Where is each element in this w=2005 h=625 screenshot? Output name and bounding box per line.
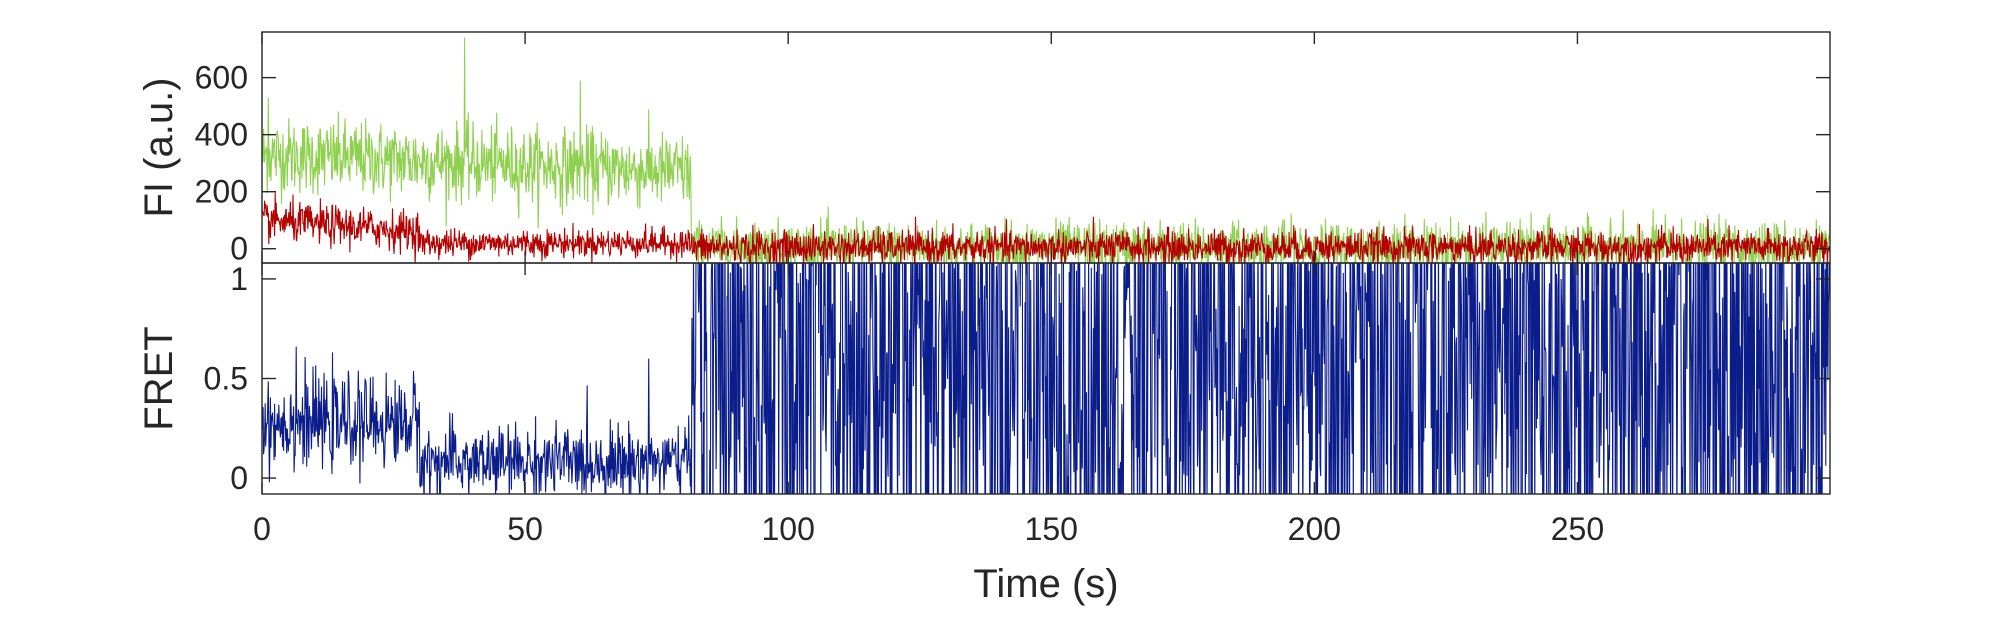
intensity-y-axis-label: FI (a.u.) (137, 77, 181, 217)
fret-x-tick-label: 200 (1288, 511, 1341, 547)
fret-y-tick-label: 1 (230, 261, 248, 297)
x-axis-label: Time (s) (973, 562, 1118, 606)
fret-x-tick-label: 0 (253, 511, 271, 547)
intensity-panel: 0 200 400 600 FI (a.u.) (137, 31, 1831, 267)
intensity-traces (262, 37, 1830, 263)
intensity-y-tick-label: 0 (230, 231, 248, 267)
intensity-series-1-line (262, 192, 1830, 263)
fret-series-0-line (262, 263, 1830, 494)
intensity-ticks: 0 200 400 600 (195, 32, 1830, 267)
fret-x-tick-label: 250 (1551, 511, 1604, 547)
intensity-series-0-line (262, 37, 1830, 263)
fret-x-tick-label: 150 (1025, 511, 1078, 547)
fret-x-tick-label: 50 (507, 511, 543, 547)
intensity-y-tick-label: 600 (195, 60, 248, 96)
fret-x-tick-label: 100 (761, 511, 814, 547)
fret-y-tick-label: 0.5 (204, 361, 248, 397)
fret-y-tick-label: 0 (230, 460, 248, 496)
intensity-y-tick-label: 200 (195, 174, 248, 210)
fret-panel: 0 0.5 1 0 50 100 150 200 250 FRET Time (s) (137, 261, 1831, 606)
fret-ticks: 0 0.5 1 0 50 100 150 200 250 (204, 261, 1830, 547)
fret-y-axis-label: FRET (137, 326, 181, 430)
fret-traces (262, 263, 1830, 494)
intensity-y-tick-label: 400 (195, 117, 248, 153)
